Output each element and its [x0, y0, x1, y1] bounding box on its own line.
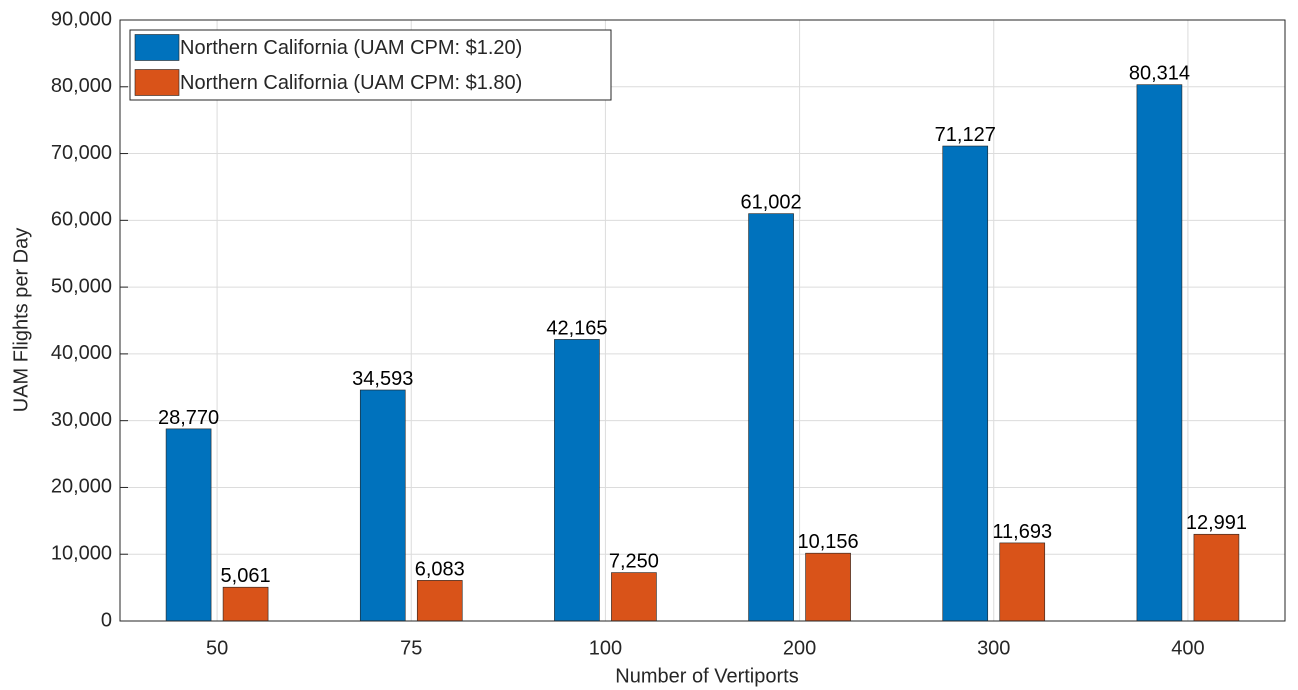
x-tick-label: 200 — [783, 637, 816, 659]
value-label: 7,250 — [609, 551, 659, 573]
value-label: 10,156 — [797, 531, 858, 553]
x-tick-label: 400 — [1171, 637, 1204, 659]
value-label: 5,061 — [221, 565, 271, 587]
y-axis-label: UAM Flights per Day — [10, 228, 32, 413]
legend-swatch — [134, 34, 180, 61]
x-tick-label: 50 — [206, 637, 228, 659]
bar — [554, 339, 600, 622]
legend-swatch — [134, 69, 180, 96]
legend: Northern California (UAM CPM: $1.20) Nort… — [129, 29, 612, 101]
bar — [805, 552, 851, 622]
plot-frame — [119, 19, 1286, 622]
y-tick-label: 0 — [101, 609, 112, 631]
value-label: 34,593 — [352, 368, 413, 390]
bar — [359, 389, 406, 622]
y-tick-label: 70,000 — [51, 142, 112, 164]
value-label: 42,165 — [546, 317, 607, 339]
bar — [999, 542, 1046, 622]
value-label: 80,314 — [1129, 63, 1190, 85]
value-label: 6,083 — [415, 558, 465, 580]
y-tick-label: 90,000 — [51, 8, 112, 30]
y-tick-label: 80,000 — [51, 75, 112, 97]
legend-label: Northern California (UAM CPM: $1.80) — [180, 72, 522, 94]
bar — [748, 213, 794, 622]
x-axis-label: Number of Vertiports — [615, 665, 798, 687]
value-label: 28,770 — [158, 407, 219, 429]
bar — [611, 572, 657, 622]
y-tick-label: 40,000 — [51, 342, 112, 364]
bar — [416, 580, 463, 622]
value-label: 12,991 — [1186, 512, 1247, 534]
x-tick-label: 100 — [589, 637, 622, 659]
bar — [942, 145, 989, 622]
value-label: 71,127 — [935, 124, 996, 146]
y-tick-label: 60,000 — [51, 209, 112, 231]
legend-label: Northern California (UAM CPM: $1.20) — [180, 37, 522, 59]
bar — [222, 586, 269, 622]
y-tick-label: 30,000 — [51, 409, 112, 431]
plot-area — [120, 20, 1285, 621]
x-tick-label: 300 — [977, 637, 1010, 659]
bar — [1136, 84, 1183, 622]
bar — [165, 428, 212, 622]
value-label: 11,693 — [992, 521, 1052, 543]
x-tick-label: 75 — [400, 637, 422, 659]
bar — [1193, 533, 1240, 622]
legend-box — [129, 29, 612, 101]
y-tick-label: 20,000 — [51, 476, 112, 498]
y-tick-label: 10,000 — [51, 543, 112, 565]
y-tick-label: 50,000 — [51, 275, 112, 297]
value-label: 61,002 — [740, 192, 801, 214]
